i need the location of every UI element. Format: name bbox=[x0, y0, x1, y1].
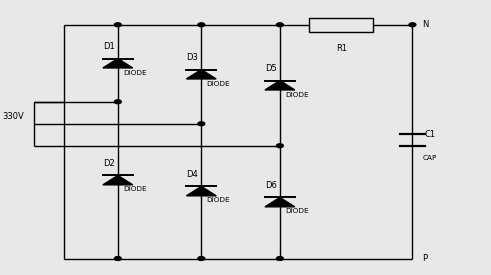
Text: D4: D4 bbox=[187, 170, 198, 179]
Circle shape bbox=[409, 23, 416, 27]
Text: D6: D6 bbox=[265, 181, 277, 190]
Polygon shape bbox=[103, 59, 133, 68]
Text: 330V: 330V bbox=[2, 112, 24, 121]
Text: DIODE: DIODE bbox=[206, 197, 230, 204]
Text: D3: D3 bbox=[187, 53, 198, 62]
Text: DIODE: DIODE bbox=[285, 92, 308, 98]
Circle shape bbox=[114, 257, 121, 260]
Text: D5: D5 bbox=[265, 64, 277, 73]
Polygon shape bbox=[265, 197, 295, 207]
Circle shape bbox=[276, 144, 283, 148]
Text: R1: R1 bbox=[336, 44, 348, 53]
Text: DIODE: DIODE bbox=[285, 208, 308, 214]
Circle shape bbox=[198, 257, 205, 260]
Text: P: P bbox=[422, 254, 427, 263]
Circle shape bbox=[276, 23, 283, 27]
Text: CAP: CAP bbox=[422, 155, 436, 161]
Text: DIODE: DIODE bbox=[123, 70, 146, 76]
Circle shape bbox=[198, 122, 205, 126]
Text: DIODE: DIODE bbox=[206, 81, 230, 87]
Circle shape bbox=[114, 100, 121, 104]
Circle shape bbox=[198, 23, 205, 27]
Text: C1: C1 bbox=[425, 130, 436, 139]
Bar bbox=[309, 18, 373, 32]
Circle shape bbox=[276, 257, 283, 260]
Text: D2: D2 bbox=[103, 159, 115, 168]
Text: N: N bbox=[422, 20, 429, 29]
Polygon shape bbox=[265, 81, 295, 90]
Polygon shape bbox=[187, 70, 216, 79]
Polygon shape bbox=[103, 175, 133, 185]
Text: DIODE: DIODE bbox=[123, 186, 146, 192]
Polygon shape bbox=[187, 186, 216, 196]
Circle shape bbox=[114, 23, 121, 27]
Text: D1: D1 bbox=[103, 42, 115, 51]
